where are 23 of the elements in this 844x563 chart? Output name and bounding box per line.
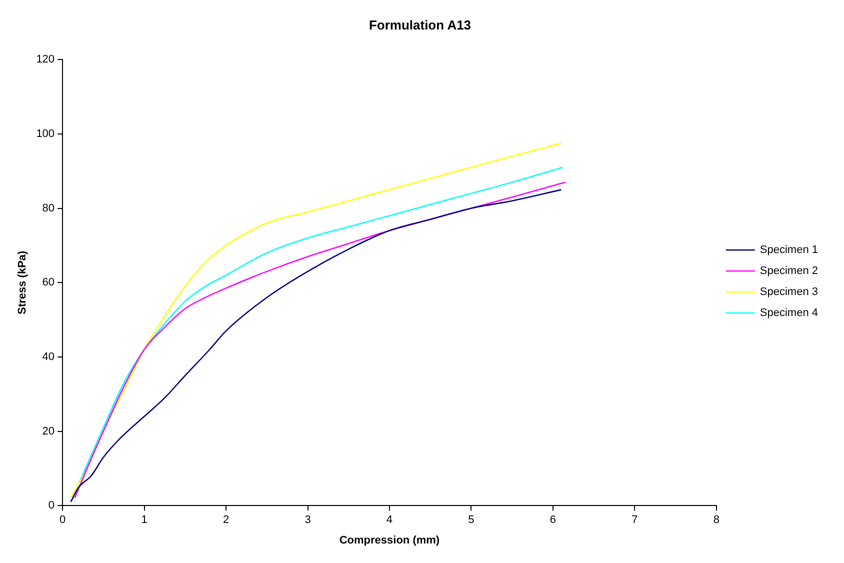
chart-title: Formulation A13 — [368, 17, 472, 32]
legend-label: Specimen 1 — [760, 244, 818, 256]
x-tick-label: 1 — [141, 514, 148, 526]
x-axis-title: Compression (mm) — [339, 534, 440, 546]
x-tick-label: 5 — [468, 514, 474, 526]
y-tick-label: 40 — [42, 350, 55, 363]
legend-label: Specimen 4 — [760, 307, 818, 320]
x-tick-label: 2 — [222, 514, 230, 526]
y-tick-label: 100 — [36, 128, 55, 140]
y-tick-label: 20 — [42, 425, 55, 438]
y-axis-title: Stress (kPa) — [16, 250, 29, 314]
x-tick-label: 7 — [632, 514, 638, 526]
legend-label: Specimen 2 — [760, 265, 818, 278]
x-tick-label: 8 — [713, 514, 720, 526]
x-tick-label: 0 — [59, 514, 66, 526]
y-tick-label: 60 — [42, 276, 55, 289]
y-tick-label: 0 — [48, 500, 55, 512]
legend-label: Specimen 3 — [760, 286, 818, 298]
x-tick-label: 6 — [550, 514, 556, 526]
y-tick-label: 80 — [42, 202, 55, 214]
x-tick-label: 4 — [386, 514, 393, 526]
x-tick-label: 3 — [304, 514, 311, 526]
y-tick-label: 120 — [36, 54, 55, 66]
